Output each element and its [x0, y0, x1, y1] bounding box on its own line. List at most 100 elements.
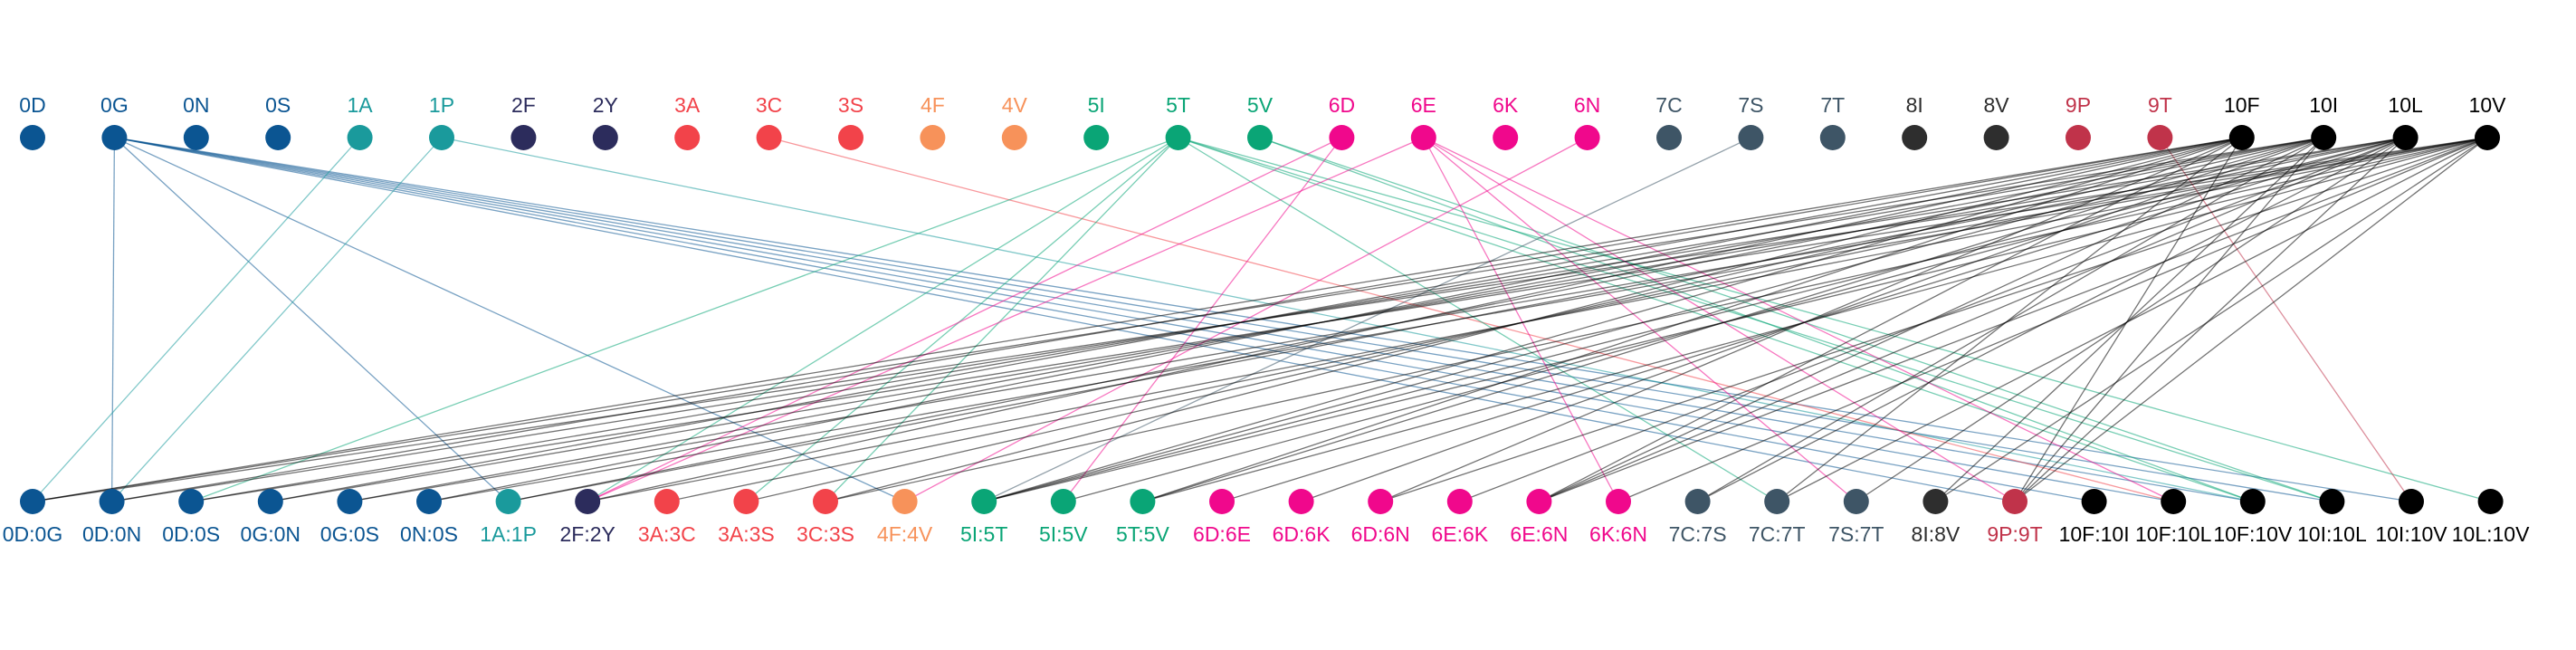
top-node-dot[interactable] [1410, 125, 1436, 150]
top-node-10l[interactable]: 10L [2388, 93, 2423, 150]
bottom-node-10f-10v[interactable]: 10F:10V [2213, 489, 2293, 546]
top-node-4v[interactable]: 4V [1002, 93, 1028, 150]
top-node-dot[interactable] [2311, 125, 2337, 150]
top-node-dot[interactable] [838, 125, 863, 150]
top-node-5i[interactable]: 5I [1083, 93, 1110, 150]
bottom-node-1a-1p[interactable]: 1A:1P [480, 489, 537, 546]
top-node-dot[interactable] [101, 125, 128, 150]
bottom-node-dot[interactable] [2081, 489, 2107, 514]
bottom-node-dot[interactable] [178, 489, 205, 514]
top-node-dot[interactable] [1165, 125, 1191, 150]
top-node-2f[interactable]: 2F [510, 93, 537, 150]
bottom-node-dot[interactable] [20, 489, 45, 514]
top-node-8i[interactable]: 8I [1902, 93, 1928, 150]
bottom-node-dot[interactable] [1843, 489, 1869, 514]
top-node-9t[interactable]: 9T [2147, 93, 2173, 150]
bottom-node-dot[interactable] [1526, 489, 1552, 514]
bottom-node-dot[interactable] [654, 489, 680, 514]
bottom-node-10i-10l[interactable]: 10I:10L [2297, 489, 2367, 546]
bottom-node-5i-5t[interactable]: 5I:5T [960, 489, 1007, 546]
bottom-node-10f-10l[interactable]: 10F:10L [2135, 489, 2212, 546]
bottom-node-dot[interactable] [1368, 489, 1394, 514]
bottom-node-7c-7s[interactable]: 7C:7S [1669, 489, 1727, 546]
bottom-node-0d-0g[interactable]: 0D:0G [3, 489, 62, 546]
top-node-dot[interactable] [920, 125, 946, 150]
bottom-node-dot[interactable] [733, 489, 759, 514]
bottom-node-dot[interactable] [1922, 489, 1949, 514]
bottom-node-5i-5v[interactable]: 5I:5V [1039, 489, 1088, 546]
top-node-dot[interactable] [2066, 125, 2091, 150]
top-node-1a[interactable]: 1A [348, 93, 374, 150]
top-node-4f[interactable]: 4F [920, 93, 946, 150]
top-node-2y[interactable]: 2Y [593, 93, 618, 150]
bottom-node-dot[interactable] [1764, 489, 1790, 514]
bottom-node-dot[interactable] [337, 489, 363, 514]
bottom-node-2f-2y[interactable]: 2F:2Y [560, 489, 615, 546]
bottom-node-3a-3s[interactable]: 3A:3S [718, 489, 775, 546]
bottom-node-dot[interactable] [257, 489, 283, 514]
top-node-0g[interactable]: 0G [100, 93, 129, 150]
top-node-8v[interactable]: 8V [1984, 93, 2010, 150]
top-node-dot[interactable] [756, 125, 782, 150]
top-node-dot[interactable] [183, 125, 209, 150]
top-node-6n[interactable]: 6N [1574, 93, 1600, 150]
bottom-node-dot[interactable] [416, 489, 442, 514]
top-node-dot[interactable] [674, 125, 701, 150]
top-node-dot[interactable] [20, 125, 45, 150]
top-node-dot[interactable] [510, 125, 537, 150]
top-node-dot[interactable] [347, 125, 373, 150]
bottom-node-3a-3c[interactable]: 3A:3C [638, 489, 696, 546]
bottom-node-dot[interactable] [1446, 489, 1473, 514]
top-node-dot[interactable] [429, 125, 454, 150]
top-node-dot[interactable] [1574, 125, 1600, 150]
top-node-dot[interactable] [1656, 125, 1682, 150]
bottom-node-dot[interactable] [1209, 489, 1235, 514]
bottom-node-0g-0n[interactable]: 0G:0N [241, 489, 301, 546]
top-node-dot[interactable] [2147, 125, 2173, 150]
bottom-node-dot[interactable] [1288, 489, 1314, 514]
bottom-node-6d-6n[interactable]: 6D:6N [1351, 489, 1410, 546]
top-node-dot[interactable] [1819, 125, 1846, 150]
bottom-node-6d-6e[interactable]: 6D:6E [1193, 489, 1251, 546]
top-node-dot[interactable] [1329, 125, 1355, 150]
bottom-node-0n-0s[interactable]: 0N:0S [400, 489, 458, 546]
bottom-node-dot[interactable] [971, 489, 997, 514]
top-node-6k[interactable]: 6K [1493, 93, 1519, 150]
bottom-node-0d-0n[interactable]: 0D:0N [82, 489, 141, 546]
top-node-dot[interactable] [1902, 125, 1928, 150]
bottom-node-0g-0s[interactable]: 0G:0S [320, 489, 379, 546]
top-node-3s[interactable]: 3S [838, 93, 863, 150]
bottom-node-dot[interactable] [2239, 489, 2266, 514]
top-node-10i[interactable]: 10I [2309, 93, 2338, 150]
bottom-node-6d-6k[interactable]: 6D:6K [1273, 489, 1331, 546]
top-node-dot[interactable] [1493, 125, 1519, 150]
top-node-5v[interactable]: 5V [1247, 93, 1274, 150]
bottom-node-8i-8v[interactable]: 8I:8V [1912, 489, 1961, 546]
bottom-node-dot[interactable] [2161, 489, 2187, 514]
top-node-dot[interactable] [592, 125, 618, 150]
bottom-node-10f-10i[interactable]: 10F:10I [2059, 489, 2130, 546]
bottom-node-dot[interactable] [2477, 489, 2504, 514]
bottom-node-dot[interactable] [575, 489, 601, 514]
bottom-node-10l-10v[interactable]: 10L:10V [2452, 489, 2530, 546]
bottom-node-6e-6n[interactable]: 6E:6N [1510, 489, 1568, 546]
bottom-node-dot[interactable] [99, 489, 125, 514]
bottom-node-10i-10v[interactable]: 10I:10V [2375, 489, 2447, 546]
bottom-node-7s-7t[interactable]: 7S:7T [1828, 489, 1884, 546]
top-node-3c[interactable]: 3C [756, 93, 782, 150]
top-node-dot[interactable] [2475, 125, 2500, 150]
top-node-7s[interactable]: 7S [1738, 93, 1763, 150]
top-node-0n[interactable]: 0N [183, 93, 210, 150]
top-node-10v[interactable]: 10V [2469, 93, 2507, 150]
top-node-1p[interactable]: 1P [429, 93, 454, 150]
top-node-dot[interactable] [1738, 125, 1764, 150]
top-node-dot[interactable] [1983, 125, 2009, 150]
top-node-dot[interactable] [1001, 125, 1027, 150]
top-node-dot[interactable] [2392, 125, 2419, 150]
bottom-node-dot[interactable] [1684, 489, 1711, 514]
top-node-dot[interactable] [1083, 125, 1110, 150]
bottom-node-dot[interactable] [813, 489, 838, 514]
bottom-node-6e-6k[interactable]: 6E:6K [1431, 489, 1489, 546]
top-node-6d[interactable]: 6D [1329, 93, 1355, 150]
top-node-7c[interactable]: 7C [1655, 93, 1683, 150]
